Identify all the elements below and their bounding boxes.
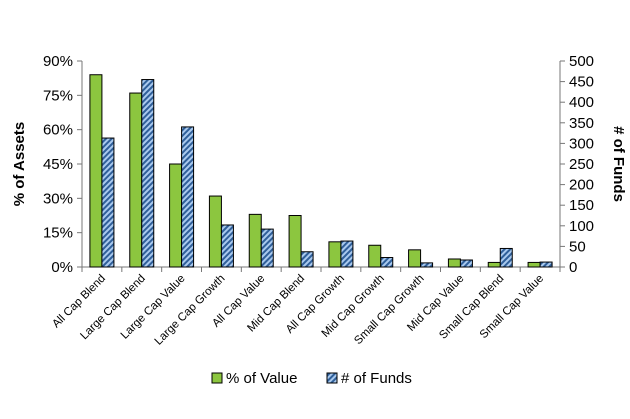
- bar-num-funds: [141, 79, 155, 268]
- right-tick-label: 200: [569, 177, 594, 194]
- legend-swatch-num-funds: [326, 372, 338, 384]
- bar-pct-value: [487, 261, 501, 268]
- right-tick-label: 350: [569, 115, 594, 132]
- bar-pct-value: [248, 213, 262, 268]
- bar-num-funds: [340, 240, 354, 268]
- right-tick-label: 100: [569, 218, 594, 235]
- bar-num-funds: [101, 137, 115, 268]
- left-tick-label: 90%: [43, 53, 73, 70]
- left-tick-label: 0%: [51, 259, 73, 276]
- legend-swatch-pct-value: [211, 372, 223, 384]
- right-tick-label: 0: [569, 259, 577, 276]
- category-label: Large Cap Growth: [153, 273, 228, 348]
- right-tick-label: 450: [569, 74, 594, 91]
- legend-label-pct-value: % of Value: [226, 370, 297, 387]
- right-tick-label: 400: [569, 94, 594, 111]
- bar-num-funds: [181, 126, 195, 268]
- bar-num-funds: [459, 259, 473, 268]
- bar-pct-value: [447, 258, 461, 268]
- right-tick-label: 150: [569, 197, 594, 214]
- bar-num-funds: [220, 224, 234, 268]
- bar-pct-value: [288, 215, 302, 268]
- right-axis-title: # of Funds: [610, 126, 627, 202]
- left-tick-label: 75%: [43, 87, 73, 104]
- bar-num-funds: [380, 257, 394, 268]
- bar-pct-value: [408, 249, 422, 268]
- bar-num-funds: [420, 262, 434, 268]
- bar-pct-value: [208, 195, 222, 268]
- bar-pct-value: [527, 261, 541, 268]
- bar-num-funds: [260, 228, 274, 268]
- left-tick-label: 60%: [43, 122, 73, 139]
- bar-num-funds: [539, 261, 553, 268]
- bar-pct-value: [328, 241, 342, 268]
- left-tick-label: 15%: [43, 225, 73, 242]
- bar-pct-value: [129, 92, 143, 268]
- bar-pct-value: [169, 163, 183, 268]
- bar-num-funds: [499, 247, 513, 268]
- category-label: Small Cap Growth: [352, 273, 426, 347]
- right-tick-label: 50: [569, 238, 586, 255]
- left-axis-title: % of Assets: [11, 122, 28, 206]
- legend-label-num-funds: # of Funds: [341, 370, 412, 387]
- right-tick-label: 500: [569, 53, 594, 70]
- bar-num-funds: [300, 251, 314, 268]
- right-tick-label: 300: [569, 135, 594, 152]
- right-tick-label: 250: [569, 156, 594, 173]
- left-tick-label: 30%: [43, 190, 73, 207]
- bar-pct-value: [89, 74, 103, 268]
- bar-pct-value: [368, 244, 382, 268]
- left-tick-label: 45%: [43, 156, 73, 173]
